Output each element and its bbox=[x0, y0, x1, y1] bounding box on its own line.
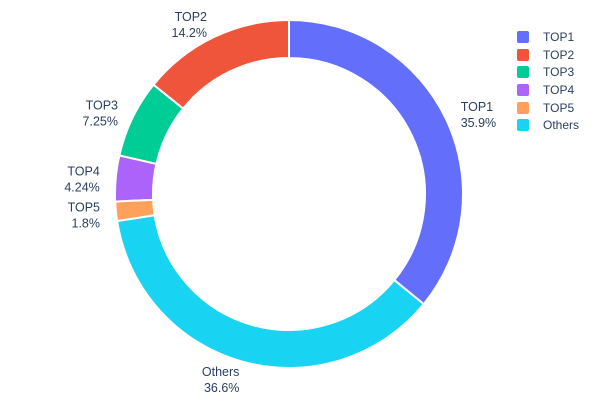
pie-slice-top4[interactable] bbox=[114, 154, 158, 203]
legend-item-top4[interactable]: TOP4 bbox=[517, 81, 579, 99]
legend-swatch-others bbox=[517, 119, 529, 132]
slice-percent-label-top1: 35.9% bbox=[461, 116, 496, 130]
legend-swatch-top5 bbox=[517, 101, 529, 114]
pie-slice-top3[interactable] bbox=[118, 83, 185, 165]
legend: TOP1 TOP2 TOP3 TOP4 TOP5 Others bbox=[517, 28, 579, 134]
legend-swatch-top3 bbox=[517, 66, 529, 79]
legend-swatch-top1 bbox=[517, 30, 529, 43]
slice-percent-label-others: 36.6% bbox=[204, 381, 239, 395]
slice-percent-label-top2: 14.2% bbox=[172, 26, 207, 40]
slice-name-label-others: Others bbox=[202, 365, 240, 379]
legend-label-top1: TOP1 bbox=[543, 29, 575, 44]
legend-item-top1[interactable]: TOP1 bbox=[517, 28, 579, 46]
slice-percent-label-top4: 4.24% bbox=[64, 181, 99, 195]
slice-name-label-top4: TOP4 bbox=[67, 165, 99, 179]
pie-slice-top1[interactable] bbox=[288, 19, 465, 306]
slice-name-label-top1: TOP1 bbox=[461, 100, 493, 114]
legend-label-top3: TOP3 bbox=[543, 65, 575, 80]
legend-label-others: Others bbox=[543, 118, 580, 133]
slice-percent-label-top3: 7.25% bbox=[83, 115, 118, 129]
slice-name-label-top3: TOP3 bbox=[86, 99, 118, 113]
pie-slice-others[interactable] bbox=[116, 214, 425, 369]
legend-item-top2[interactable]: TOP2 bbox=[517, 46, 579, 64]
legend-label-top4: TOP4 bbox=[543, 82, 575, 97]
legend-item-top3[interactable]: TOP3 bbox=[517, 63, 579, 81]
donut-slices bbox=[114, 19, 465, 369]
slice-percent-label-top5: 1.8% bbox=[72, 217, 101, 231]
slice-name-label-top2: TOP2 bbox=[175, 10, 207, 24]
pie-slice-top2[interactable] bbox=[152, 19, 290, 110]
legend-item-others[interactable]: Others bbox=[517, 116, 579, 134]
legend-swatch-top4 bbox=[517, 83, 529, 96]
slice-name-label-top5: TOP5 bbox=[68, 201, 100, 215]
legend-label-top2: TOP2 bbox=[543, 47, 575, 62]
legend-item-top5[interactable]: TOP5 bbox=[517, 99, 579, 117]
legend-label-top5: TOP5 bbox=[543, 100, 575, 115]
legend-swatch-top2 bbox=[517, 48, 529, 61]
slice-labels: TOP1 35.9% TOP2 14.2% TOP3 7.25% TOP4 4.24% TOP5… bbox=[64, 10, 496, 395]
